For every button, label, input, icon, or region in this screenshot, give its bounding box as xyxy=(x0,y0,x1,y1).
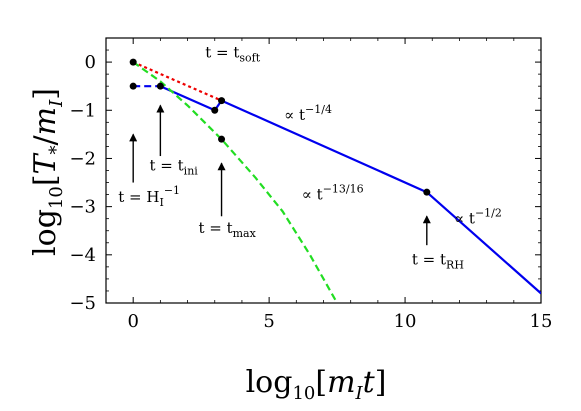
x-tick-label: 15 xyxy=(530,311,553,332)
data-point xyxy=(156,82,164,90)
data-point xyxy=(211,106,219,114)
data-point xyxy=(218,135,226,143)
annotation-label: ∝ t−1/4 xyxy=(284,103,332,124)
data-point xyxy=(129,82,137,90)
y-tick-label: −3 xyxy=(69,197,96,218)
series-line xyxy=(132,61,339,303)
annotation-label: t = tini xyxy=(150,157,199,178)
plot-area: 0 5 10 15 0 −1 −2 −3 −4 −5 t = HI−1 t = tini t = tso… xyxy=(69,37,553,332)
x-tick-label: 5 xyxy=(263,311,274,332)
y-tick-label: −4 xyxy=(69,245,96,266)
annotation-label: t = HI−1 xyxy=(118,184,180,209)
annotation-label: t = tmax xyxy=(198,219,256,240)
y-tick-label: −5 xyxy=(69,293,96,314)
x-tick-label: 0 xyxy=(127,311,138,332)
x-axis-label: log10[mIt] xyxy=(246,365,387,404)
annotation-label: t = tsoft xyxy=(205,43,261,64)
annotation-label: t = tRH xyxy=(412,250,464,271)
x-tick-label: 10 xyxy=(394,311,417,332)
y-tick-label: −1 xyxy=(69,100,96,121)
data-point xyxy=(218,97,226,105)
series-line xyxy=(132,61,222,102)
data-point xyxy=(129,58,137,66)
data-point xyxy=(423,188,431,196)
y-tick-label: 0 xyxy=(85,52,96,73)
annotation-label: ∝ t−13/16 xyxy=(302,182,364,203)
y-axis-label: log10[T*/mI] xyxy=(28,88,67,256)
annotation-label: ∝ t−1/2 xyxy=(454,207,502,228)
y-tick-label: −2 xyxy=(69,148,96,169)
